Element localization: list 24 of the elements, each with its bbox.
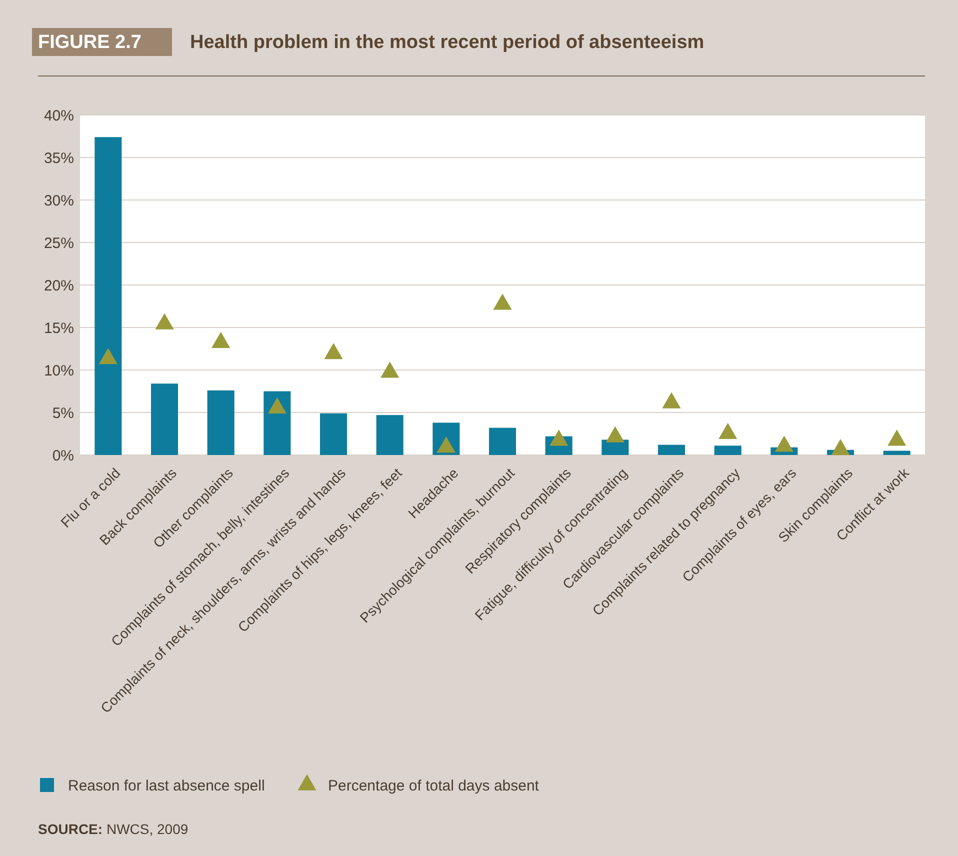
bar bbox=[714, 446, 742, 455]
bar bbox=[264, 391, 291, 455]
y-tick-label: 15% bbox=[44, 320, 74, 337]
legend-label: Percentage of total days absent bbox=[328, 777, 540, 794]
bar bbox=[376, 415, 404, 455]
source-note: SOURCE: NWCS, 2009 bbox=[38, 821, 188, 837]
y-tick-label: 40% bbox=[44, 107, 74, 124]
bar bbox=[207, 390, 234, 455]
legend-label: Reason for last absence spell bbox=[68, 777, 265, 794]
y-tick-label: 20% bbox=[44, 277, 74, 294]
chart-title: Health problem in the most recent period of absenteeism bbox=[190, 32, 704, 53]
caption: FIGURE 2.7 bbox=[38, 32, 142, 53]
y-tick-label: 35% bbox=[44, 150, 74, 167]
bar bbox=[150, 384, 178, 455]
bar bbox=[320, 413, 348, 455]
y-tick-label: 0% bbox=[52, 447, 74, 464]
y-tick-label: 10% bbox=[44, 362, 74, 380]
y-tick-label: 25% bbox=[44, 234, 74, 252]
bar bbox=[488, 428, 516, 455]
bar bbox=[883, 450, 910, 455]
y-tick-label: 5% bbox=[52, 404, 74, 422]
bar bbox=[658, 444, 686, 455]
y-tick-label: 30% bbox=[44, 192, 74, 210]
bar bbox=[94, 137, 122, 455]
